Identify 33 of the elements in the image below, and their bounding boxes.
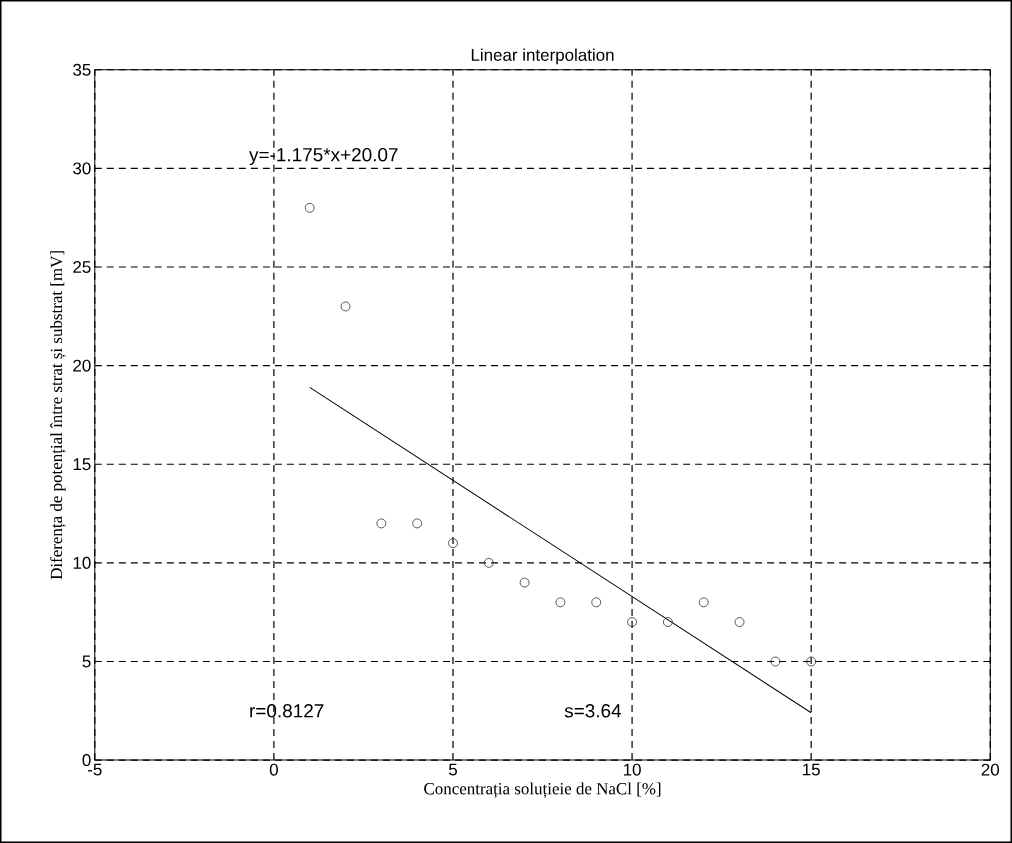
point: [448, 538, 458, 549]
y-tick-label: 10: [73, 556, 91, 569]
point: [662, 617, 673, 627]
y-tick-label: 35: [73, 63, 91, 76]
y-tick-label: 20: [73, 359, 91, 372]
x-tick-label: 10: [623, 763, 641, 776]
annotation: y=-1.175*x+20.07: [249, 148, 398, 166]
point: [806, 656, 817, 667]
point: [304, 202, 315, 213]
annotation: r=0.8127: [250, 704, 324, 718]
point: [734, 617, 745, 627]
point: [770, 656, 781, 667]
point: [483, 558, 494, 568]
annotation: s=3.64: [564, 704, 622, 718]
y-tick-label: 30: [73, 162, 91, 175]
x-tick-label: 5: [448, 763, 457, 776]
point: [412, 518, 423, 529]
point: [519, 577, 530, 588]
y-tick-label: 5: [82, 655, 91, 668]
point: [698, 597, 709, 608]
point: [591, 597, 602, 608]
y-tick-label: 25: [73, 261, 91, 274]
chart-title: Linear interpolation: [471, 48, 614, 65]
x-axis-title: Concentrația soluțieie de NaCl [%]: [424, 782, 661, 798]
point: [340, 301, 351, 312]
point: [627, 617, 637, 627]
y-tick-label: 15: [73, 458, 91, 471]
x-tick-label: 0: [269, 763, 278, 776]
x-tick-label: 15: [803, 763, 820, 776]
x-tick-label: 20: [981, 763, 1000, 776]
point: [555, 597, 566, 608]
point: [376, 518, 387, 529]
y-axis-title: Diferența de potențial între strat și substrat [mV]: [50, 251, 66, 580]
